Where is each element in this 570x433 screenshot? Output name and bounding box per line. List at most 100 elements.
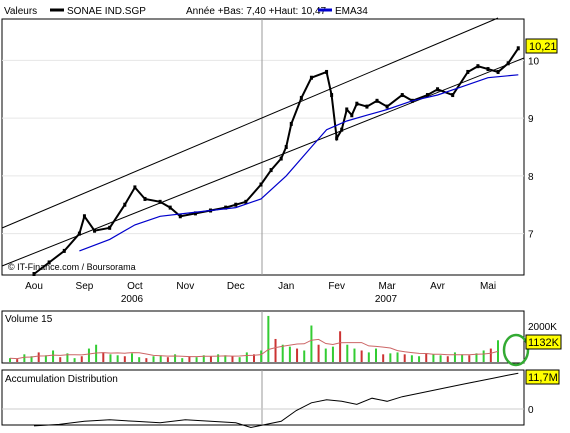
ad-panel-title: Accumulation Distribution xyxy=(5,374,118,385)
legend-ticker: SONAE IND.SGP xyxy=(67,6,146,17)
price-point xyxy=(284,145,288,149)
price-point xyxy=(400,93,404,98)
volume-average xyxy=(9,338,499,360)
volume-bar xyxy=(245,352,248,362)
volume-bar xyxy=(138,357,141,362)
volume-bar xyxy=(152,356,155,362)
volume-bar xyxy=(23,354,26,362)
price-point xyxy=(486,67,490,72)
ad-series xyxy=(33,372,519,429)
legend-stats: Année +Bas: 7,40 +Haut: 10,47 xyxy=(186,6,327,17)
volume-bar xyxy=(461,354,464,362)
volume-bar xyxy=(303,350,306,362)
volume-bar xyxy=(30,356,33,362)
volume-bar xyxy=(339,331,342,362)
price-point xyxy=(436,87,440,92)
month-tick-label: Oct xyxy=(127,281,143,292)
volume-bar xyxy=(195,357,198,362)
price-series xyxy=(32,46,520,276)
legend-label: Valeurs xyxy=(4,6,37,17)
price-point xyxy=(143,196,147,201)
volume-bar xyxy=(324,348,327,362)
ema-line xyxy=(79,74,519,252)
volume-bar xyxy=(403,354,406,362)
volume-bar xyxy=(353,348,356,362)
price-point xyxy=(365,104,369,109)
current-price-tag xyxy=(525,38,558,54)
price-point xyxy=(516,46,520,51)
volume-bar xyxy=(166,357,169,362)
volume-bar xyxy=(66,353,69,362)
volume-bar xyxy=(274,338,277,362)
volume-bar xyxy=(296,348,299,362)
volume-bar xyxy=(410,355,413,362)
volume-bar xyxy=(396,352,399,362)
trend-channel-lower xyxy=(1,57,525,267)
volume-bar xyxy=(331,346,334,362)
price-line xyxy=(33,47,520,275)
price-point xyxy=(77,231,81,236)
volume-axis-tick: 2000K xyxy=(528,322,557,333)
volume-bar xyxy=(418,356,421,362)
volume-bar xyxy=(489,348,492,362)
ad-line xyxy=(33,372,519,429)
price-point xyxy=(158,199,162,204)
price-point xyxy=(325,69,329,74)
price-point xyxy=(224,205,228,210)
price-point xyxy=(476,64,480,69)
price-point xyxy=(93,228,97,233)
volume-bar xyxy=(482,350,485,362)
volume-bar xyxy=(123,356,126,362)
month-tick-label: Avr xyxy=(430,281,445,292)
volume-current-tag xyxy=(525,334,562,350)
ad-panel-frame xyxy=(1,369,525,426)
volume-bar xyxy=(224,355,227,362)
price-tick-label: 8 xyxy=(528,172,534,183)
volume-bar xyxy=(468,355,471,362)
volume-bar xyxy=(317,344,320,362)
price-point xyxy=(32,272,36,276)
volume-bar xyxy=(181,358,184,362)
volume-bar xyxy=(109,354,112,362)
price-point xyxy=(309,75,313,80)
volume-bar xyxy=(375,348,377,362)
volume-bar xyxy=(260,350,263,362)
legend-header: Valeurs SONAE IND.SGP Année +Bas: 7,40 +… xyxy=(4,6,368,17)
price-y-axis: 7 8 9 10 xyxy=(528,56,540,240)
price-point xyxy=(279,156,283,161)
volume-bar xyxy=(73,358,76,362)
price-point xyxy=(244,199,248,204)
price-point xyxy=(385,104,389,109)
volume-bar xyxy=(288,346,291,362)
price-panel-frame xyxy=(1,18,525,276)
current-price-value: 10,21 xyxy=(529,41,557,53)
volume-current-value: 1132K xyxy=(528,337,560,349)
volume-bar xyxy=(382,354,385,362)
volume-bar xyxy=(52,350,55,362)
price-tick-label: 7 xyxy=(528,230,534,241)
volume-bar xyxy=(145,358,148,362)
x-axis: 2006 2007 Aou Sep Oct Nov Dec Jan Fev Mar Avr Mai xyxy=(25,281,496,305)
month-tick-label: Jan xyxy=(278,281,294,292)
volume-bar xyxy=(453,352,456,362)
volume-bar xyxy=(310,325,313,362)
price-point xyxy=(123,202,127,207)
price-point xyxy=(451,93,455,98)
price-point xyxy=(335,136,339,141)
volume-bar xyxy=(238,357,241,362)
volume-bar xyxy=(253,354,255,362)
price-point xyxy=(108,225,112,230)
price-point xyxy=(425,93,429,98)
ad-current-tag xyxy=(525,369,560,385)
price-point xyxy=(350,113,354,118)
volume-bar xyxy=(425,353,428,362)
price-point xyxy=(62,248,66,253)
volume-panel-title: Volume 15 xyxy=(5,314,53,325)
price-point xyxy=(82,214,86,219)
price-point xyxy=(355,101,359,106)
price-point xyxy=(289,121,293,126)
watermark-text: © IT-Finance.com / Boursorama xyxy=(8,262,136,272)
price-panel: © IT-Finance.com / Boursorama 7 8 9 10 10,2… xyxy=(1,17,558,276)
volume-bar xyxy=(446,356,449,362)
volume-bar xyxy=(59,357,62,362)
